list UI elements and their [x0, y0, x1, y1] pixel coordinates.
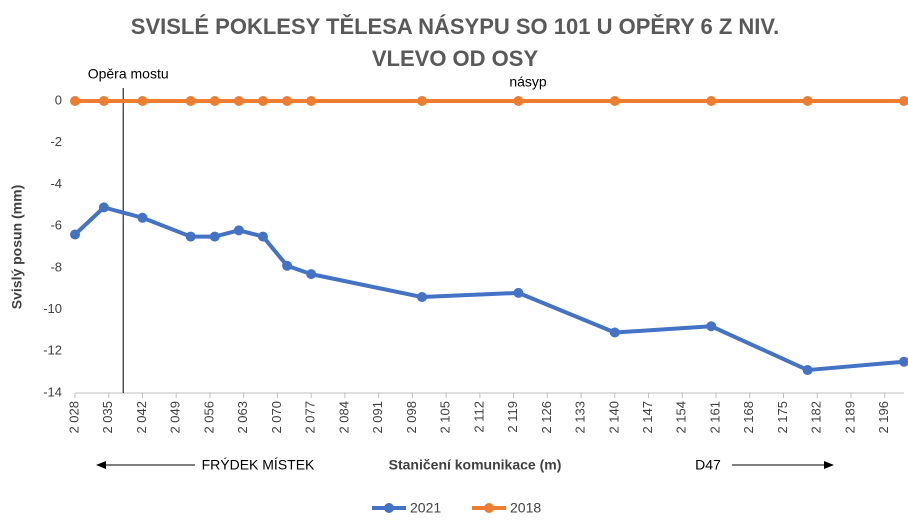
- series-line: [73, 205, 905, 373]
- data-point: [609, 96, 620, 106]
- data-point: [185, 96, 196, 106]
- abutment-label: Opěra mostu: [88, 66, 169, 82]
- data-point: [417, 292, 428, 303]
- data-point: [802, 96, 813, 106]
- data-point: [209, 96, 220, 106]
- x-tick-label: 2 147: [640, 401, 655, 434]
- data-point: [513, 287, 524, 298]
- y-tick-label: 0: [55, 92, 62, 107]
- data-point: [233, 225, 244, 236]
- x-tick-label: 2 084: [336, 401, 351, 434]
- y-tick-label: -12: [43, 343, 62, 358]
- data-point: [609, 327, 620, 338]
- data-point: [70, 96, 80, 106]
- x-tick-label: 2 091: [370, 401, 385, 434]
- annotation: násyp: [509, 74, 547, 90]
- x-tick-label: 2 077: [303, 401, 318, 434]
- legend-label: 2021: [410, 500, 441, 516]
- y-tick-label: -2: [50, 134, 62, 149]
- x-tick-label: 2 119: [505, 401, 520, 433]
- data-point: [282, 260, 293, 271]
- x-tick-label: 2 126: [539, 401, 554, 434]
- arrow: [96, 461, 195, 469]
- legend-marker: [384, 503, 394, 513]
- data-point: [306, 96, 317, 106]
- x-tick-label: 2 049: [168, 401, 183, 434]
- y-tick-label: -14: [43, 384, 62, 399]
- data-point: [233, 96, 244, 106]
- data-point: [899, 96, 908, 106]
- data-point: [306, 269, 317, 280]
- x-tick-label: 2 189: [842, 401, 857, 434]
- x-tick-label: 2 098: [404, 401, 419, 434]
- annotation: FRÝDEK MÍSTEK: [202, 457, 315, 473]
- data-point: [185, 231, 196, 242]
- y-tick-label: -10: [43, 301, 62, 316]
- x-tick-label: 2 133: [573, 401, 588, 434]
- data-point: [137, 96, 148, 106]
- data-point: [899, 356, 908, 367]
- data-point: [802, 365, 813, 376]
- y-tick-label: -6: [50, 218, 62, 233]
- y-tick-label: -8: [50, 259, 62, 274]
- data-point: [98, 202, 109, 213]
- annotation: D47: [695, 457, 721, 473]
- x-tick-label: 2 028: [66, 401, 81, 434]
- x-tick-label: 2 175: [775, 401, 790, 434]
- data-point: [417, 96, 428, 106]
- x-tick-label: 2 154: [674, 401, 689, 434]
- arrow: [732, 461, 834, 469]
- data-point: [257, 96, 268, 106]
- data-point: [706, 96, 717, 106]
- x-tick-label: 2 168: [741, 401, 756, 434]
- x-tick-label: 2 056: [201, 401, 216, 434]
- data-point: [706, 321, 717, 332]
- x-axis-label: Staničení komunikace (m): [389, 457, 562, 473]
- data-point: [257, 231, 268, 242]
- chart-title: SVISLÉ POKLESY TĚLESA NÁSYPU SO 101 U OP…: [131, 14, 779, 39]
- chart-title: VLEVO OD OSY: [372, 46, 539, 71]
- data-point: [282, 96, 293, 106]
- x-tick-label: 2 042: [134, 401, 149, 434]
- data-point: [137, 212, 148, 223]
- data-point: [513, 96, 524, 106]
- y-axis-label: Svislý posun (mm): [9, 185, 25, 309]
- data-point: [70, 229, 80, 240]
- data-point: [209, 231, 220, 242]
- data-point: [98, 96, 109, 106]
- x-tick-label: 2 112: [471, 401, 486, 433]
- x-tick-label: 2 063: [235, 401, 250, 434]
- legend-label: 2018: [510, 500, 541, 516]
- x-tick-label: 2 035: [100, 401, 115, 434]
- x-tick-label: 2 070: [269, 401, 284, 434]
- x-tick-label: 2 140: [606, 401, 621, 434]
- x-tick-label: 2 161: [707, 401, 722, 434]
- x-tick-label: 2 196: [876, 401, 891, 434]
- legend-marker: [484, 503, 494, 513]
- x-tick-label: 2 105: [438, 401, 453, 434]
- x-tick-label: 2 182: [809, 401, 824, 434]
- y-tick-label: -4: [50, 176, 62, 191]
